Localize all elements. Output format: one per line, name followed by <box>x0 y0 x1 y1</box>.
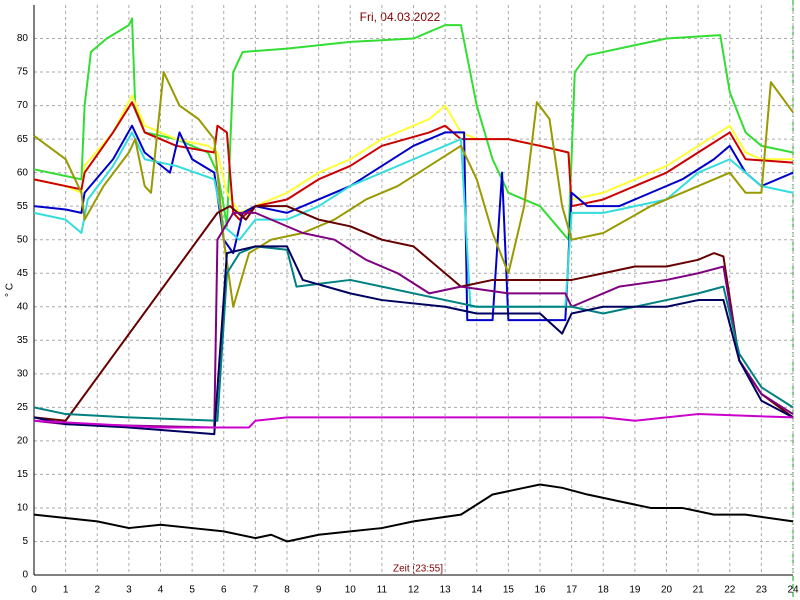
x-tick-label: 21 <box>693 585 705 596</box>
series-line <box>33 483 794 543</box>
y-tick-label: 25 <box>17 402 29 413</box>
y-tick-label: 45 <box>17 268 29 279</box>
y-tick-label: 35 <box>17 335 29 346</box>
x-tick-label: 0 <box>31 585 37 596</box>
y-tick-label: 60 <box>17 167 29 178</box>
x-tick-label: 8 <box>284 585 290 596</box>
y-tick-label: 70 <box>17 100 29 111</box>
x-tick-label: 13 <box>440 585 452 596</box>
chart-title: Fri, 04.03.2022 <box>360 10 441 24</box>
x-tick-label: 9 <box>316 585 322 596</box>
y-axis-label: ° C <box>5 283 16 297</box>
y-tick-label: 10 <box>17 503 29 514</box>
series-line <box>33 413 794 429</box>
x-tick-label: 22 <box>724 585 736 596</box>
x-tick-label: 14 <box>471 585 483 596</box>
x-tick-label: 24 <box>787 585 799 596</box>
x-tick-label: 5 <box>189 585 195 596</box>
y-tick-label: 75 <box>17 67 29 78</box>
x-tick-label: 17 <box>566 585 578 596</box>
series-line <box>33 245 794 436</box>
series-line <box>33 131 794 308</box>
series-line <box>33 101 794 221</box>
series-line <box>33 245 794 422</box>
x-tick-label: 7 <box>253 585 259 596</box>
x-axis-label: Zeit [23:55] <box>393 564 443 575</box>
series-line <box>33 94 793 214</box>
y-tick-label: 30 <box>17 368 29 379</box>
x-tick-label: 15 <box>503 585 515 596</box>
series-line <box>33 124 794 322</box>
series-line <box>33 211 794 429</box>
y-tick-label: 15 <box>17 469 29 480</box>
x-tick-label: 1 <box>63 585 69 596</box>
x-tick-label: 20 <box>661 585 673 596</box>
x-tick-label: 16 <box>534 585 546 596</box>
y-tick-label: 50 <box>17 234 29 245</box>
series-line <box>33 71 794 308</box>
x-tick-label: 23 <box>756 585 768 596</box>
y-tick-label: 40 <box>17 301 29 312</box>
y-tick-label: 20 <box>17 436 29 447</box>
x-tick-label: 12 <box>408 585 420 596</box>
y-tick-label: 5 <box>22 536 28 547</box>
y-tick-label: 0 <box>22 570 28 581</box>
y-tick-label: 55 <box>17 201 29 212</box>
y-tick-label: 65 <box>17 134 29 145</box>
x-tick-label: 6 <box>221 585 227 596</box>
x-tick-label: 19 <box>629 585 641 596</box>
x-tick-label: 10 <box>345 585 357 596</box>
x-tick-label: 11 <box>377 585 388 596</box>
series-line <box>33 17 794 241</box>
x-tick-label: 3 <box>126 585 132 596</box>
x-tick-label: 18 <box>598 585 610 596</box>
x-tick-label: 2 <box>94 585 100 596</box>
x-tick-label: 4 <box>158 585 164 596</box>
y-tick-label: 80 <box>17 33 29 44</box>
